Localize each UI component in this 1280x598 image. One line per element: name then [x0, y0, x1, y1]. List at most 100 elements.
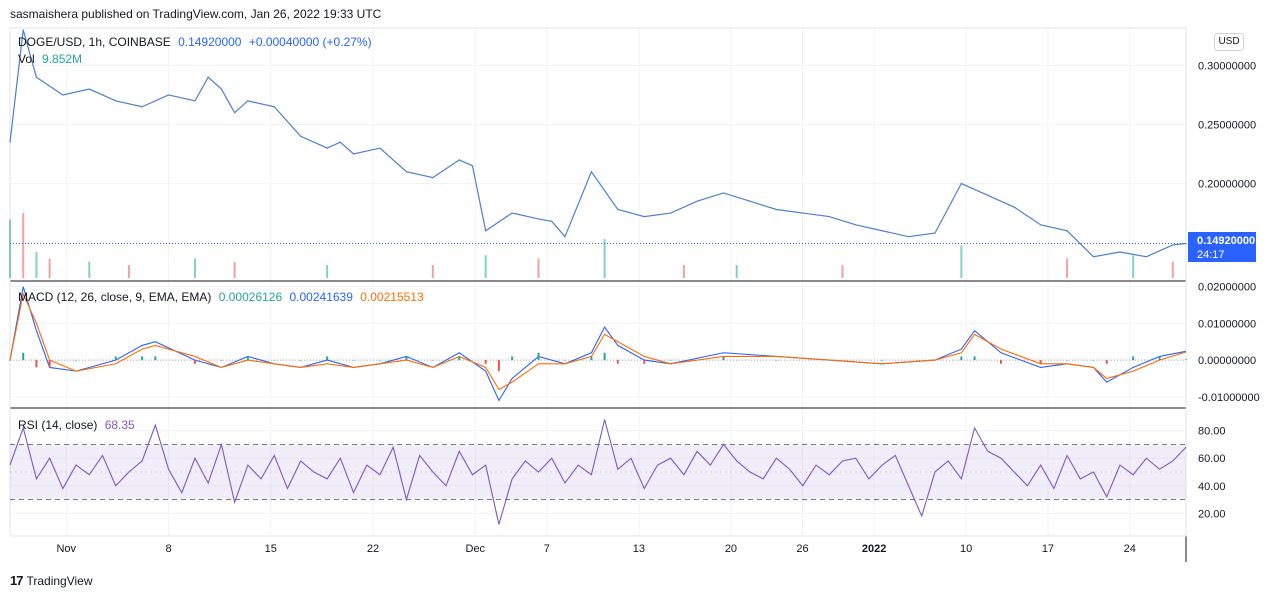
macd-hist-bar	[722, 356, 725, 361]
volume-bar	[22, 213, 25, 278]
y-tick-label: 0.30000000	[1198, 60, 1256, 72]
rsi-value: 68.35	[104, 418, 135, 432]
badge-countdown: 24:17	[1197, 249, 1225, 261]
rsi-band	[10, 443, 1186, 501]
volume-bar	[1132, 255, 1135, 278]
volume-bars	[9, 213, 1174, 278]
price-point	[907, 236, 910, 238]
x-tick-label: 8	[165, 543, 171, 555]
macd-hist-bar	[1185, 359, 1187, 361]
macd-line	[9, 286, 1187, 402]
macd-hist-value: 0.00026126	[218, 290, 283, 304]
price-point	[88, 88, 90, 90]
price-point	[643, 215, 645, 218]
price-point	[352, 153, 355, 155]
price-point	[1066, 230, 1068, 232]
y-tick-label: 0.25000000	[1198, 119, 1256, 131]
price-point	[9, 141, 11, 143]
tradingview-logo-text: TradingView	[26, 573, 93, 588]
price-point	[339, 141, 341, 143]
price-point	[696, 200, 698, 202]
publisher-line: sasmaishera published on TradingView.com…	[10, 7, 382, 21]
volume-bar	[603, 239, 606, 278]
macd-hist-bar	[933, 360, 936, 361]
currency-button[interactable]: USD	[1214, 33, 1244, 51]
y-tick-label: 0.02000000	[1198, 282, 1256, 294]
tradingview-logo-icon: 17	[10, 573, 24, 588]
symbol-label: DOGE/USD, 1h, COINBASE	[18, 35, 171, 49]
price-point	[1040, 224, 1042, 226]
macd-hist-bar	[1000, 360, 1003, 364]
price-point	[511, 212, 513, 214]
price-point	[485, 230, 487, 232]
price-point	[62, 94, 64, 96]
price-point	[300, 135, 302, 137]
price-point	[564, 236, 566, 238]
volume-bar	[35, 252, 38, 278]
price-point	[590, 171, 592, 173]
volume-bar	[1171, 261, 1174, 278]
macd-hist-bar	[1132, 356, 1135, 361]
volume-bar	[682, 265, 685, 278]
volume-bar	[735, 265, 738, 278]
macd-hist-bar	[511, 356, 514, 361]
macd-line-value: 0.00241639	[289, 290, 353, 304]
price-point	[934, 232, 936, 234]
macd-hist-bar	[154, 356, 157, 361]
tradingview-logo[interactable]: 17 TradingView	[10, 573, 93, 588]
price-series	[9, 29, 1187, 258]
price-point	[670, 212, 672, 214]
macd-hist-bar	[881, 360, 884, 361]
price-point	[432, 177, 434, 179]
price-point	[379, 147, 381, 149]
badge-price: 0.14920000	[1197, 235, 1256, 247]
macd-hist-bar	[616, 360, 619, 364]
chart-frame	[9, 27, 1187, 537]
macd-hist-bar	[273, 360, 276, 361]
price-point	[537, 218, 540, 220]
price-point	[458, 159, 460, 161]
volume-bar	[1066, 258, 1069, 278]
macd-hist-bar	[35, 360, 38, 368]
macd-hist-bar	[141, 356, 144, 361]
y-tick-label: 0.01000000	[1198, 318, 1256, 330]
x-tick-label: 7	[544, 543, 550, 555]
price-point	[273, 106, 275, 108]
price-point	[35, 76, 38, 78]
price-point	[1172, 244, 1174, 246]
volume-bar	[537, 258, 540, 278]
volume-bar	[326, 265, 329, 278]
macd-hist-bar	[537, 352, 540, 361]
macd-hist-bar	[973, 356, 976, 361]
x-tick-label: Dec	[466, 543, 486, 555]
volume-legend: Vol 9.852M	[18, 52, 82, 66]
y-tick-label: -0.01000000	[1198, 392, 1260, 404]
volume-bar	[88, 261, 91, 278]
volume-bar	[484, 255, 487, 278]
price-point	[855, 224, 857, 226]
price-point	[1013, 206, 1015, 208]
macd-hist-bar	[1039, 360, 1042, 364]
macd-hist-bar	[775, 360, 778, 361]
x-tick-label: 15	[265, 543, 277, 555]
grid-lines	[10, 28, 1186, 536]
volume-bar	[9, 219, 11, 278]
x-tick-label: Nov	[56, 543, 76, 555]
price-change-value: +0.00040000 (+0.27%)	[248, 35, 372, 49]
rsi-series	[9, 419, 1187, 525]
price-point	[1119, 251, 1121, 253]
price-point	[775, 208, 777, 211]
macd-hist-bar	[220, 360, 223, 361]
macd-hist-bar	[299, 360, 302, 361]
rsi-label: RSI (14, close)	[18, 418, 98, 432]
y-tick-label: 0.20000000	[1198, 179, 1256, 191]
macd-hist-bar	[1105, 360, 1108, 364]
macd-hist-bar	[246, 356, 249, 361]
macd-signal-line	[9, 292, 1187, 391]
x-tick-label: 24	[1124, 543, 1136, 555]
volume-bar	[127, 265, 130, 278]
price-line	[9, 29, 1187, 258]
macd-legend: MACD (12, 26, close, 9, EMA, EMA) 0.0002…	[18, 290, 424, 304]
price-point	[722, 192, 725, 194]
